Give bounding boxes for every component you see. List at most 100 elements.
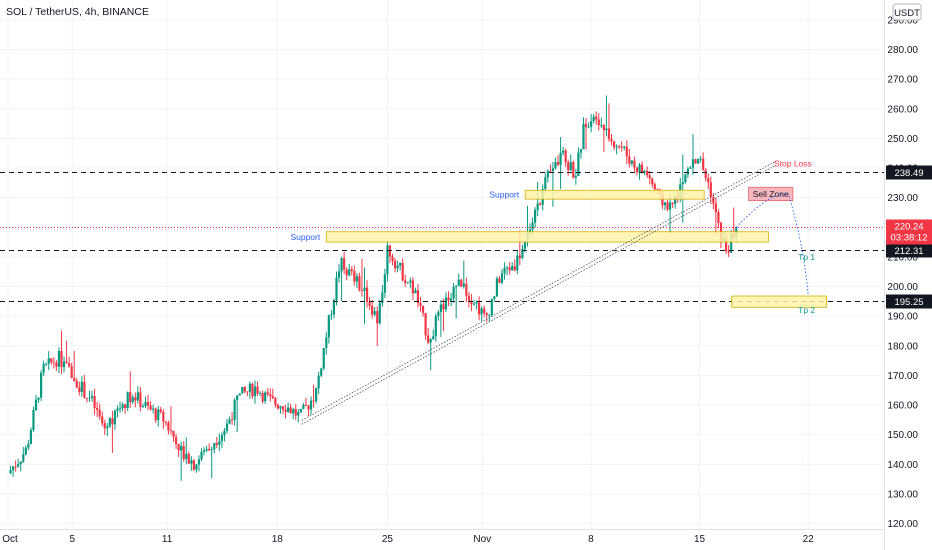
candle-body — [317, 375, 320, 389]
candle-body — [274, 398, 277, 405]
candle-body — [304, 404, 308, 406]
candle-body — [90, 396, 94, 398]
candle-body — [106, 426, 109, 429]
support-label: Support — [290, 232, 320, 242]
candle-body — [635, 167, 639, 173]
current-price-text: 220.24 — [894, 222, 923, 233]
support-zone[interactable] — [524, 189, 705, 200]
candle-body — [439, 304, 442, 313]
candle-body — [141, 406, 145, 407]
candle-body — [363, 287, 366, 292]
candle-body — [564, 150, 567, 163]
candle-body — [73, 377, 76, 381]
candle-body — [457, 279, 460, 286]
candle-body — [523, 240, 527, 249]
candle-body — [144, 402, 147, 407]
candle-body — [546, 170, 549, 178]
candle-body — [312, 400, 315, 402]
candle-body — [29, 430, 33, 444]
candle-body — [233, 399, 236, 420]
chart-annotation: Stop Loss — [774, 159, 812, 169]
x-tick-label: 5 — [69, 534, 75, 545]
level-tag-text: 212.31 — [894, 246, 923, 257]
y-tick-label: 180.00 — [887, 341, 918, 352]
sell-zone[interactable] — [748, 186, 794, 202]
candle-body — [205, 448, 208, 451]
candle-body — [714, 203, 718, 213]
candle-body — [508, 267, 511, 271]
candle-body — [559, 152, 562, 165]
candle-body — [577, 152, 580, 177]
trendline[interactable] — [301, 164, 777, 425]
candle-body — [220, 435, 224, 442]
time-axis[interactable]: Oct 5 11 18 25 Nov 8 15 22 — [2, 534, 814, 545]
candle-body — [554, 162, 557, 169]
candle-body — [643, 170, 646, 173]
x-tick-label: Nov — [473, 534, 491, 545]
candle-body — [373, 311, 376, 315]
candle-body — [360, 290, 364, 292]
candle-body — [350, 269, 353, 272]
candle-body — [335, 277, 338, 301]
candle-body — [315, 388, 318, 402]
candle-body — [118, 408, 122, 410]
candle-body — [707, 178, 710, 183]
currency-button[interactable]: USDT — [892, 3, 922, 21]
candle-body — [730, 233, 733, 253]
candle-body — [284, 409, 287, 412]
candle-body — [449, 298, 453, 301]
candle-body — [427, 335, 430, 343]
candle-body — [638, 164, 641, 173]
support-zone[interactable] — [731, 295, 827, 308]
candle-body — [506, 267, 509, 269]
level-tag-text: 238.49 — [894, 168, 923, 179]
candle-body — [503, 267, 506, 274]
candle-body — [330, 314, 333, 316]
candle-body — [709, 182, 712, 198]
candle-body — [14, 466, 17, 468]
candle-body — [452, 286, 455, 299]
candle-body — [368, 301, 371, 306]
candle-body — [299, 408, 302, 413]
candle-body — [101, 416, 104, 424]
candle-body — [562, 150, 565, 153]
y-tick-label: 250.00 — [887, 134, 918, 145]
candle-body — [294, 409, 297, 416]
candle-body — [518, 255, 521, 259]
candle-body — [646, 170, 649, 176]
candle-body — [32, 410, 35, 431]
candle-body — [429, 339, 432, 343]
candle-body — [666, 202, 669, 210]
candle-body — [70, 366, 73, 378]
candle-body — [281, 406, 285, 410]
candle-body — [93, 396, 96, 409]
candle-body — [11, 466, 15, 471]
candle-body — [266, 392, 269, 395]
candle-body — [192, 460, 195, 470]
candle-body — [516, 255, 519, 271]
candle-body — [243, 387, 246, 392]
candle-body — [215, 443, 218, 445]
candle-body — [712, 197, 715, 204]
candle-body — [495, 278, 499, 297]
candle-body — [271, 396, 274, 399]
candle-body — [353, 271, 356, 282]
trendline[interactable] — [301, 160, 777, 421]
support-zone[interactable] — [325, 231, 769, 243]
y-tick-label: 160.00 — [887, 401, 918, 412]
candle-body — [434, 316, 437, 337]
y-tick-label: 290.00 — [887, 15, 918, 26]
candle-body — [322, 348, 325, 369]
candle-body — [600, 125, 603, 126]
chart-title: SOL / TetherUS, 4h, BINANCE — [6, 6, 149, 18]
candle-body — [152, 408, 155, 410]
candle-body — [472, 303, 476, 305]
projection-path — [735, 193, 809, 296]
candle-body — [253, 386, 257, 397]
candle-body — [399, 262, 402, 266]
candle-body — [146, 402, 150, 406]
